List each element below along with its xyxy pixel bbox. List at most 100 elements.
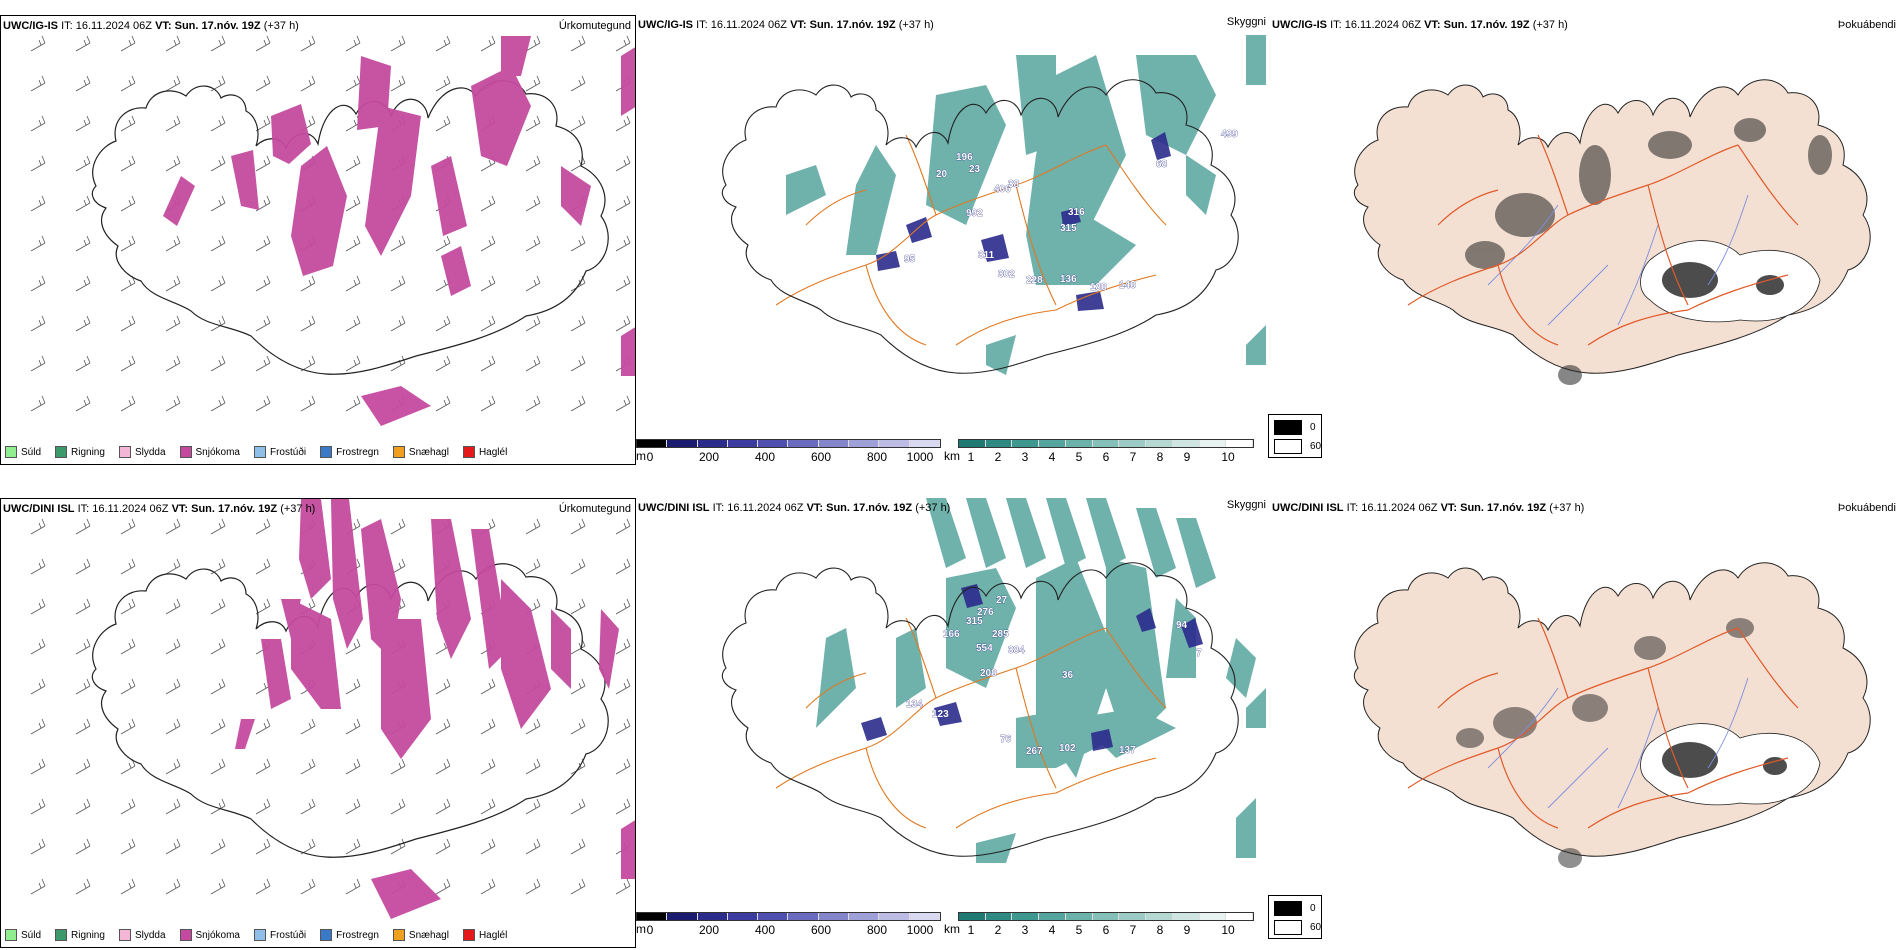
fog-swatch-high	[1274, 439, 1302, 454]
vis-tick: 5	[1075, 923, 1083, 937]
ceiling-value-label: 76	[1000, 734, 1012, 745]
panel-title-precip-1: Úrkomutegund	[558, 20, 631, 32]
legend-item-haglel: Haglél	[462, 446, 507, 458]
vis-tick: 9	[1183, 923, 1191, 937]
legend-item-frostregn: Frostregn	[320, 929, 379, 941]
vis-tick: 1	[967, 450, 975, 464]
ceiling-colorbar-1: m 0 200 400 600 800 1000	[636, 439, 941, 465]
vis-tick: 3	[1021, 450, 1029, 464]
legend-swatch-snjokoma	[179, 929, 192, 941]
fog-panel-1: UWC/IG-IS IT: 16.11.2024 06Z VT: Sun. 17…	[1270, 15, 1900, 465]
visibility-panel-1: 499 196 23 406 20 316 315 992 95 311 302 228 136 188 1…	[636, 15, 1270, 465]
iceland-outline	[721, 79, 1239, 374]
panel-title-fog-2: Þokuábendi	[1837, 502, 1896, 514]
legend-swatch-slydda	[118, 446, 131, 458]
fog-swatch-low	[1274, 420, 1302, 435]
legend-item-rigning: Rigning	[55, 446, 105, 458]
ceiling-value-label: 102	[1059, 743, 1076, 754]
ceiling-value-label: 196	[956, 152, 973, 163]
ceiling-value-label: 228	[1026, 275, 1043, 286]
vis-tick: 8	[1156, 450, 1164, 464]
roads	[1407, 617, 1799, 829]
ceiling-value-label: 27	[996, 595, 1008, 606]
ceiling-value-label: 23	[969, 164, 981, 175]
legend-item-frostregn: Frostregn	[320, 446, 379, 458]
legend-swatch-rigning	[55, 929, 68, 941]
legend-swatch-haglel	[462, 446, 475, 458]
ceiling-tick: 200	[698, 450, 720, 464]
legend-item-sudl: Súld	[5, 929, 41, 941]
run-header-fog-2: UWC/DINI ISL IT: 16.11.2024 06Z VT: Sun.…	[1272, 502, 1585, 514]
legend-swatch-frostudi	[253, 446, 266, 458]
ceiling-value-label: 137	[1119, 745, 1136, 756]
fog-legend-2: 0 60	[1268, 895, 1322, 939]
legend-swatch-snjokoma	[179, 446, 192, 458]
panel-title-vis-2: Skyggni	[1226, 499, 1266, 511]
land-fill	[1353, 79, 1871, 374]
ceiling-value-label: 94	[1176, 620, 1188, 631]
legend-item-sudl: Súld	[5, 446, 41, 458]
legend-swatch-sudl	[5, 446, 17, 458]
legend-item-slydda: Slydda	[118, 446, 166, 458]
ceiling-tick: 0	[646, 450, 654, 464]
ceiling-value-label: 36	[1062, 670, 1074, 681]
ceiling-tick: 800	[866, 450, 888, 464]
legend-item-slydda: Slydda	[118, 929, 166, 941]
ceiling-value-label: 315	[966, 616, 983, 627]
ceiling-colorbar-strip	[636, 912, 941, 921]
fog-swatch-high	[1274, 920, 1302, 935]
legend-item-frostudi: Frostúði	[253, 929, 306, 941]
ceiling-tick: 800	[866, 923, 888, 937]
ceiling-value-label: 499	[1221, 129, 1238, 140]
ceiling-tick: 0	[646, 923, 654, 937]
legend-swatch-sudl	[5, 929, 17, 941]
ceiling-unit: m	[636, 922, 646, 936]
vis-tick: 10	[1221, 923, 1235, 937]
ceiling-value-label: 134	[906, 699, 923, 710]
visibility-colorbar-1: km 1 2 3 4 5 6 7 8 9 10	[944, 439, 1254, 465]
fog-dark-core	[1662, 262, 1784, 298]
run-header-vis-1: UWC/IG-IS IT: 16.11.2024 06Z VT: Sun. 17…	[638, 19, 934, 31]
visibility-unit: km	[944, 449, 960, 463]
fog-map-2	[1353, 562, 1871, 868]
ceiling-tick: 400	[754, 450, 776, 464]
ceiling-tick: 600	[810, 450, 832, 464]
ceiling-value-label: 992	[966, 208, 983, 219]
visibility-areas	[786, 35, 1266, 375]
legend-swatch-haglel	[462, 929, 475, 941]
legend-swatch-frostregn	[320, 446, 333, 458]
legend-item-snjokoma: Snjókoma	[179, 446, 240, 458]
ceiling-value-label: 554	[976, 643, 993, 654]
iceland-outline	[91, 80, 609, 375]
ceiling-value-label: 208	[980, 668, 997, 679]
vis-tick: 1	[967, 923, 975, 937]
precip-legend-1: Súld Rigning Slydda Snjókoma Frostúði Fr…	[5, 446, 507, 458]
ceiling-value-label: 188	[1090, 282, 1107, 293]
ceiling-value-label: 315	[1060, 223, 1077, 234]
vis-tick: 6	[1102, 450, 1110, 464]
precip-map-1	[30, 35, 635, 426]
ceiling-tick: 600	[810, 923, 832, 937]
ceiling-value-label: 384	[1008, 645, 1025, 656]
ceiling-value-label: 95	[904, 254, 916, 265]
iceland-outline	[721, 562, 1239, 857]
ceiling-value-label: 276	[977, 607, 994, 618]
ceiling-tick: 200	[698, 923, 720, 937]
precip-map-2	[30, 499, 635, 919]
snow-areas	[235, 499, 635, 919]
precip-legend-2: Súld Rigning Slydda Snjókoma Frostúði Fr…	[5, 929, 507, 941]
legend-swatch-slydda	[118, 929, 131, 941]
vis-tick: 10	[1221, 450, 1235, 464]
legend-item-rigning: Rigning	[55, 929, 105, 941]
ceiling-value-label: 316	[1068, 207, 1085, 218]
ceiling-value-label: 123	[932, 709, 949, 720]
ceiling-colorbar-2: m 0 200 400 600 800 1000	[636, 912, 941, 948]
legend-swatch-rigning	[55, 446, 68, 458]
ceiling-value-label: 38	[1008, 179, 1020, 190]
ceiling-colorbar-strip	[636, 439, 941, 448]
ceiling-value-label: 20	[936, 169, 948, 180]
legend-item-frostudi: Frostúði	[253, 446, 306, 458]
